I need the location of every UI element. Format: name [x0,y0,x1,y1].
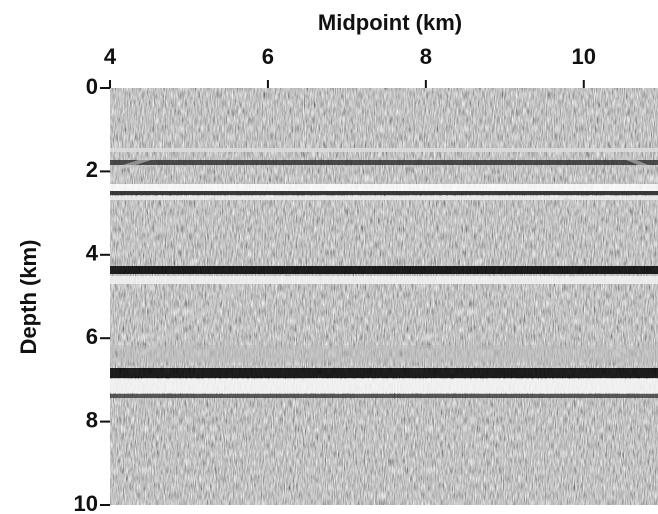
y-axis-label: Depth (km) [16,240,41,355]
x-tick-label: 8 [420,44,432,69]
x-tick-label: 4 [104,44,117,69]
y-tick-label: 0 [86,74,98,99]
y-tick-label: 6 [86,324,98,349]
x-tick-label: 6 [262,44,274,69]
y-tick-label: 2 [86,157,98,182]
reflectors [110,148,658,398]
seismic-image [110,88,658,505]
diffractions [118,153,652,357]
y-tick-label: 10 [74,491,98,514]
noise-texture [110,88,658,505]
y-tick-label: 8 [86,407,98,432]
x-axis-label: Midpoint (km) [318,10,462,35]
y-tick-label: 4 [86,241,99,266]
x-tick-label: 10 [572,44,596,69]
